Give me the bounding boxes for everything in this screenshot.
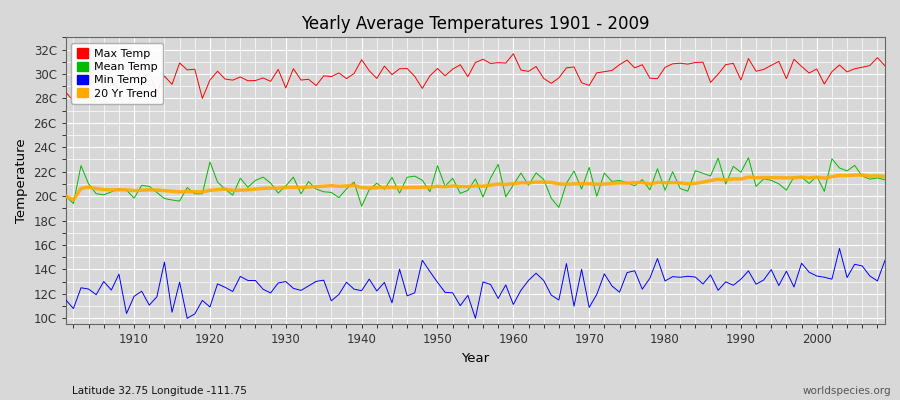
Legend: Max Temp, Mean Temp, Min Temp, 20 Yr Trend: Max Temp, Mean Temp, Min Temp, 20 Yr Tre… [71,43,163,104]
Text: worldspecies.org: worldspecies.org [803,386,891,396]
X-axis label: Year: Year [462,352,490,365]
Y-axis label: Temperature: Temperature [15,138,28,223]
Text: Latitude 32.75 Longitude -111.75: Latitude 32.75 Longitude -111.75 [72,386,247,396]
Title: Yearly Average Temperatures 1901 - 2009: Yearly Average Temperatures 1901 - 2009 [302,15,650,33]
